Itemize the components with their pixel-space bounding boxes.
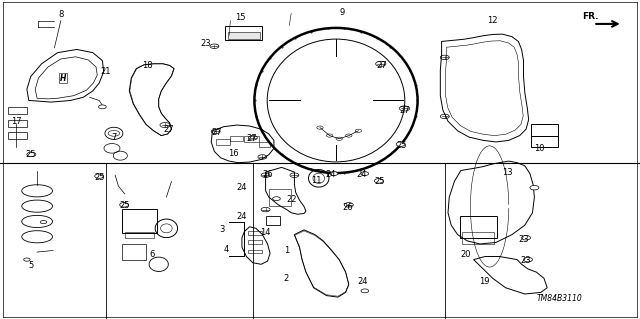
Text: 3: 3 xyxy=(220,225,225,234)
Circle shape xyxy=(330,172,338,175)
Text: 27: 27 xyxy=(399,106,410,115)
Text: 9: 9 xyxy=(340,8,345,17)
Circle shape xyxy=(95,174,104,178)
Text: 23: 23 xyxy=(518,235,529,244)
Text: 19: 19 xyxy=(479,277,490,286)
Text: 7: 7 xyxy=(111,133,116,142)
Bar xyxy=(228,32,260,39)
Text: 26: 26 xyxy=(342,203,353,212)
Text: 25: 25 xyxy=(26,150,36,159)
Text: 8: 8 xyxy=(58,10,63,19)
Circle shape xyxy=(273,197,280,201)
Text: 2: 2 xyxy=(284,274,289,283)
Bar xyxy=(216,139,230,145)
Bar xyxy=(259,142,270,147)
Text: 25: 25 xyxy=(120,201,130,210)
Text: 16: 16 xyxy=(228,149,239,158)
Circle shape xyxy=(530,185,539,190)
Text: 23: 23 xyxy=(201,39,211,48)
Circle shape xyxy=(27,152,36,157)
Text: 21: 21 xyxy=(100,67,111,76)
Text: 12: 12 xyxy=(488,16,498,25)
Circle shape xyxy=(374,179,383,183)
Text: 25: 25 xyxy=(374,177,385,186)
Text: 20: 20 xyxy=(461,250,471,259)
Text: 23: 23 xyxy=(521,256,531,265)
Text: 27: 27 xyxy=(376,61,387,70)
Bar xyxy=(248,249,262,253)
Bar xyxy=(122,209,157,233)
Text: 25: 25 xyxy=(396,141,406,150)
Bar xyxy=(244,136,259,142)
Text: 24: 24 xyxy=(325,170,335,179)
Text: TM84B3110: TM84B3110 xyxy=(537,294,583,303)
Text: 1: 1 xyxy=(284,246,289,255)
Circle shape xyxy=(99,105,106,109)
Text: 27: 27 xyxy=(163,125,173,134)
Circle shape xyxy=(522,235,531,240)
Text: H: H xyxy=(60,74,66,83)
Bar xyxy=(248,231,262,234)
Text: 14: 14 xyxy=(260,228,271,237)
Bar xyxy=(460,216,497,238)
Circle shape xyxy=(361,172,369,175)
Circle shape xyxy=(524,257,532,262)
Circle shape xyxy=(120,203,129,207)
Bar xyxy=(269,189,291,206)
Bar xyxy=(8,132,27,139)
Text: 24: 24 xyxy=(237,183,247,192)
Bar xyxy=(531,136,558,147)
Text: 27: 27 xyxy=(211,128,221,137)
Text: 25: 25 xyxy=(94,173,104,182)
Text: 22: 22 xyxy=(286,195,296,204)
Text: FR.: FR. xyxy=(582,12,598,21)
Bar xyxy=(8,120,27,127)
Circle shape xyxy=(396,142,405,146)
Text: 24: 24 xyxy=(237,212,247,221)
Bar xyxy=(266,216,280,225)
Text: 27: 27 xyxy=(246,134,257,143)
Text: 11: 11 xyxy=(311,176,321,185)
Circle shape xyxy=(24,258,30,261)
Text: 24: 24 xyxy=(356,170,367,179)
Text: 10: 10 xyxy=(534,144,545,153)
Bar xyxy=(230,136,243,141)
Bar xyxy=(122,244,146,260)
Circle shape xyxy=(40,220,47,224)
Bar xyxy=(125,232,154,238)
Text: 5: 5 xyxy=(28,261,33,270)
Text: 26: 26 xyxy=(262,170,273,179)
Circle shape xyxy=(361,289,369,293)
Text: 24: 24 xyxy=(358,277,368,286)
Bar xyxy=(8,107,27,114)
Text: 4: 4 xyxy=(224,245,229,254)
Text: 18: 18 xyxy=(142,61,152,70)
Bar xyxy=(225,26,262,40)
Text: 15: 15 xyxy=(235,13,245,22)
Text: 13: 13 xyxy=(502,167,513,177)
Text: 17: 17 xyxy=(11,117,21,126)
Bar xyxy=(531,124,558,136)
Text: 6: 6 xyxy=(150,250,155,259)
Bar xyxy=(248,240,262,244)
Bar xyxy=(462,232,494,244)
